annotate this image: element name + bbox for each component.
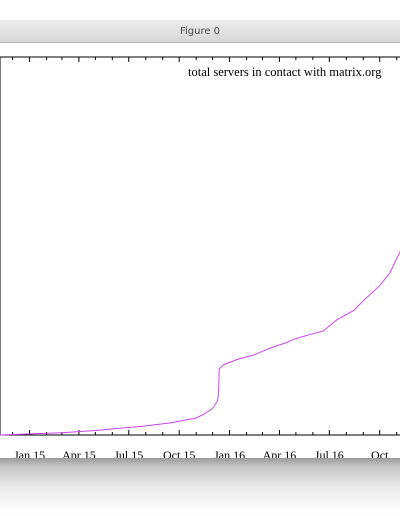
figure-window: Figure 0 Jan 15 Apr 15 Jul 15 Oct 15 Jan 16 A… xyxy=(0,20,400,458)
series-line xyxy=(0,251,400,436)
window-shadow xyxy=(0,455,400,516)
x-tick-label: Apr 15 xyxy=(62,448,96,458)
x-tick-label: Apr 16 xyxy=(263,448,297,458)
x-tick-label: Jul 16 xyxy=(315,448,344,458)
x-tick-label: Oct 15 xyxy=(163,448,195,458)
x-tick-label: Jul 15 xyxy=(114,448,143,458)
window-title: Figure 0 xyxy=(179,25,221,37)
x-axis-tick-labels: Jan 15 Apr 15 Jul 15 Oct 15 Jan 16 Apr 16 Jul … xyxy=(14,448,389,458)
plot-canvas: Jan 15 Apr 15 Jul 15 Oct 15 Jan 16 Apr 16 Jul … xyxy=(0,43,400,458)
line-chart: Jan 15 Apr 15 Jul 15 Oct 15 Jan 16 Apr 16 Jul … xyxy=(0,56,400,458)
chart-title: total servers in contact with matrix.org xyxy=(188,65,382,79)
x-tick-label: Jan 16 xyxy=(214,448,245,458)
x-tick-label: Jan 15 xyxy=(14,448,45,458)
x-axis-ticks xyxy=(12,57,398,435)
title-bar[interactable]: Figure 0 xyxy=(0,20,400,43)
x-tick-label: Oct xyxy=(371,448,389,458)
plot-frame xyxy=(0,56,400,436)
